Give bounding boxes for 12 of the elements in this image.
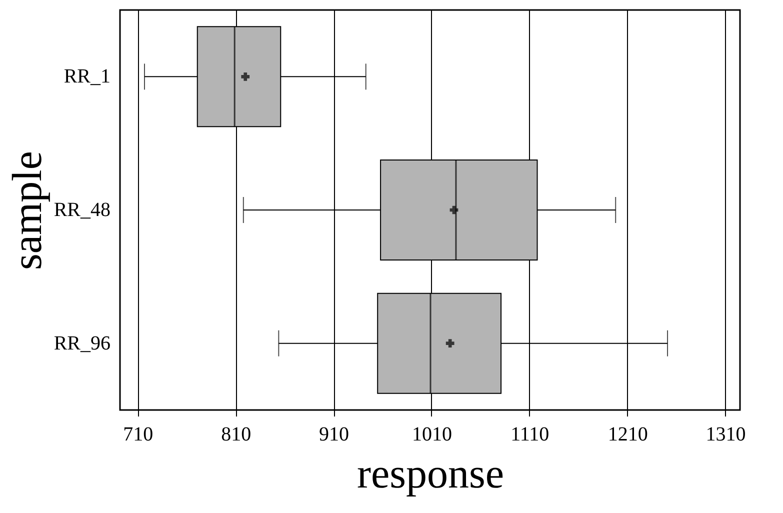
x-tick-label: 710 xyxy=(123,424,154,446)
x-tick-label: 1210 xyxy=(608,424,648,446)
x-tick-label: 1110 xyxy=(510,424,550,446)
y-tick-label: RR_96 xyxy=(54,332,110,354)
x-axis-title: response xyxy=(357,452,504,498)
y-axis-title: sample xyxy=(4,151,51,270)
y-tick-label: RR_48 xyxy=(54,199,110,221)
x-tick-label: 1310 xyxy=(706,424,746,446)
x-tick-label: 910 xyxy=(319,424,350,446)
y-tick-label: RR_1 xyxy=(64,66,110,88)
x-tick-label: 810 xyxy=(221,424,252,446)
x-tick-label: 1010 xyxy=(412,424,452,446)
